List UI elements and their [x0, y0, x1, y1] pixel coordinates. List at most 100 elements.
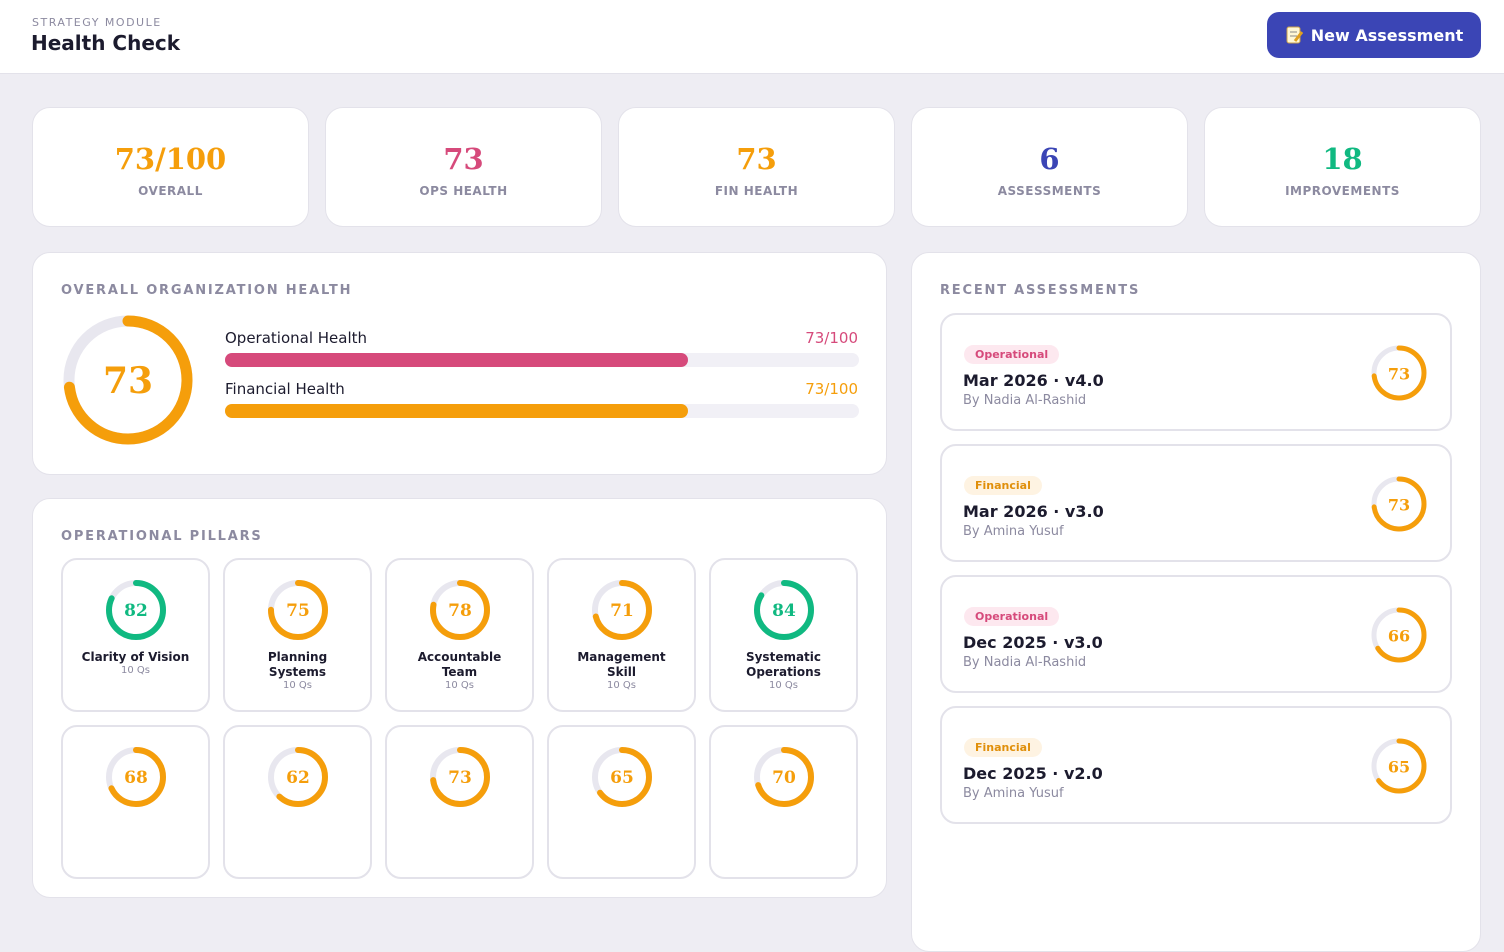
header: STRATEGY MODULE Health Check New Assessm…: [0, 0, 1504, 74]
score-ring: 62: [267, 747, 328, 807]
ring-value: 82: [124, 601, 148, 621]
pillar-questions: 10 Qs: [283, 680, 312, 691]
pillar-tile: 82 Clarity of Vision 10 Qs: [61, 558, 210, 712]
assessment-author: By Amina Yusuf: [963, 786, 1064, 801]
stat-value: 73: [443, 142, 484, 176]
pillar-tile: 68: [61, 725, 210, 879]
assessment-title: Dec 2025 · v3.0: [963, 633, 1103, 652]
page-title: Health Check: [31, 31, 181, 55]
stat-label: FIN HEALTH: [714, 184, 799, 198]
bar-value: 73/100: [805, 380, 858, 398]
stat-card: 73 FIN HEALTH: [618, 107, 895, 227]
ring-arc: [105, 580, 166, 640]
assessment-title: Dec 2025 · v2.0: [963, 764, 1103, 783]
assessment-author: By Nadia Al-Rashid: [963, 393, 1087, 408]
score-ring: 84: [753, 580, 814, 640]
stat-value: 18: [1322, 142, 1363, 176]
score-ring: 66: [1371, 607, 1427, 663]
pillar-tile: 78 Accountable Team 10 Qs: [385, 558, 534, 712]
type-tag: Operational: [964, 607, 1060, 626]
ring-value: 73: [448, 768, 472, 788]
ring-value: 73: [1388, 496, 1410, 515]
ring-value: 75: [286, 601, 310, 621]
stat-card: 73/100 OVERALL: [32, 107, 309, 227]
score-ring: 82: [105, 580, 166, 640]
ring-arc: [1371, 607, 1427, 663]
ring-value: 73: [1388, 365, 1410, 384]
pillar-questions: 10 Qs: [607, 680, 636, 691]
assessment-item: Operational Dec 2025 · v3.0 By Nadia Al-Ra…: [940, 575, 1452, 693]
pillars-card: OPERATIONAL PILLARS 82 Clarity of Vision 1…: [32, 498, 887, 898]
score-ring: 65: [591, 747, 652, 807]
assessment-item: Financial Dec 2025 · v2.0 By Amina Yusuf 65: [940, 706, 1452, 824]
ring-arc: [429, 580, 490, 640]
score-ring: 73: [63, 315, 193, 445]
pillar-questions: 10 Qs: [121, 665, 150, 676]
assessment-author: By Amina Yusuf: [963, 524, 1064, 539]
stat-label: OPS HEALTH: [419, 184, 508, 198]
bar-label: Financial Health: [225, 380, 345, 398]
pillar-name: Accountable Team: [417, 650, 502, 679]
module-label: STRATEGY MODULE: [32, 16, 162, 29]
overall-card: OVERALL ORGANIZATION HEALTH 73 Operationa…: [32, 252, 887, 475]
ring-arc: [591, 580, 652, 640]
section-title: OPERATIONAL PILLARS: [61, 529, 263, 544]
pillar-tile: 73: [385, 725, 534, 879]
pillar-tile: 84 Systematic Operations 10 Qs: [709, 558, 858, 712]
section-title: RECENT ASSESSMENTS: [940, 283, 1141, 298]
bar-track: [225, 353, 859, 367]
stat-value: 6: [1039, 142, 1060, 176]
ring-arc: [1371, 476, 1427, 532]
pillar-tile: 71 Management Skill 10 Qs: [547, 558, 696, 712]
score-ring: 73: [1371, 476, 1427, 532]
ring-value: 65: [1388, 758, 1410, 777]
assessment-item: Operational Mar 2026 · v4.0 By Nadia Al-Ra…: [940, 313, 1452, 431]
ring-value: 71: [610, 601, 634, 621]
ring-arc: [1371, 345, 1427, 401]
pillar-tile: 75 Planning Systems 10 Qs: [223, 558, 372, 712]
bar-label: Operational Health: [225, 329, 368, 347]
stat-label: OVERALL: [138, 184, 203, 198]
score-ring: 65: [1371, 738, 1427, 794]
score-ring: 68: [105, 747, 166, 807]
pillar-questions: 10 Qs: [769, 680, 798, 691]
ring-value: 78: [448, 601, 472, 621]
bar-track: [225, 404, 859, 418]
score-ring: 73: [1371, 345, 1427, 401]
recent-card: RECENT ASSESSMENTS Operational Mar 2026 ·…: [911, 252, 1481, 952]
score-ring: 75: [267, 580, 328, 640]
score-ring: 78: [429, 580, 490, 640]
type-tag: Financial: [964, 738, 1042, 757]
bar-fill: [225, 404, 688, 418]
ring-value: 68: [124, 768, 148, 788]
stat-label: IMPROVEMENTS: [1285, 184, 1400, 198]
ring-value: 62: [286, 768, 310, 788]
pillar-name: Clarity of Vision: [81, 650, 190, 664]
pillar-tile: 70: [709, 725, 858, 879]
assessment-item: Financial Mar 2026 · v3.0 By Amina Yusuf 73: [940, 444, 1452, 562]
assessment-author: By Nadia Al-Rashid: [963, 655, 1087, 670]
stat-card: 73 OPS HEALTH: [325, 107, 602, 227]
stat-value: 73/100: [114, 142, 227, 176]
stat-label: ASSESSMENTS: [997, 184, 1102, 198]
section-title: OVERALL ORGANIZATION HEALTH: [61, 283, 353, 298]
bar-value: 73/100: [805, 329, 858, 347]
ring-value: 73: [103, 360, 153, 402]
pillar-questions: 10 Qs: [445, 680, 474, 691]
pillar-tile: 62: [223, 725, 372, 879]
ring-value: 65: [610, 768, 634, 788]
stat-card: 18 IMPROVEMENTS: [1204, 107, 1481, 227]
assessment-title: Mar 2026 · v3.0: [963, 502, 1104, 521]
pillar-tile: 65: [547, 725, 696, 879]
stat-card: 6 ASSESSMENTS: [911, 107, 1188, 227]
new-assessment-button[interactable]: New Assessment: [1267, 12, 1481, 58]
score-ring: 71: [591, 580, 652, 640]
ring-arc: [267, 580, 328, 640]
ring-value: 70: [772, 768, 796, 788]
button-label: New Assessment: [1310, 25, 1464, 45]
ring-arc: [1371, 738, 1427, 794]
ring-arc: [63, 315, 193, 445]
pillar-name: Planning Systems: [267, 650, 328, 679]
pillar-name: Systematic Operations: [745, 650, 822, 679]
